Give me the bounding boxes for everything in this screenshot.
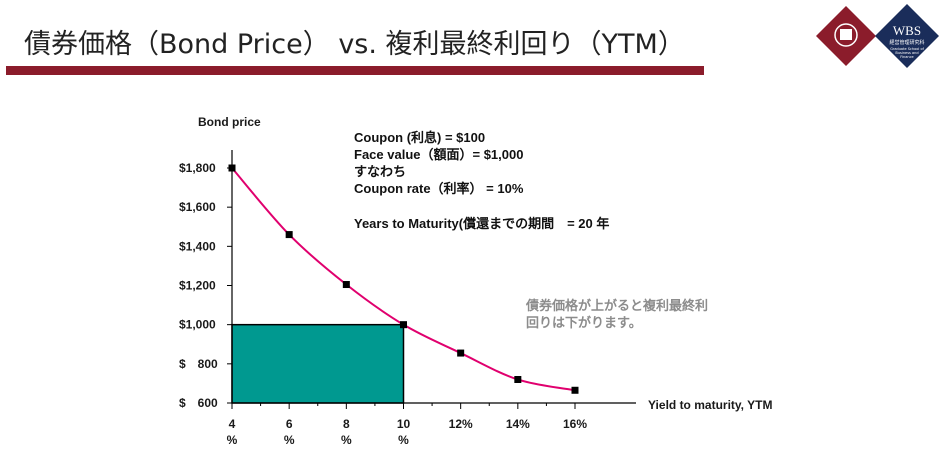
wbs-logo-subtext-4: Finance bbox=[900, 55, 913, 59]
info-years-to-maturity: Years to Maturity(償還までの期間 = 20 年 bbox=[354, 216, 610, 231]
wbs-logo-text: WBS bbox=[893, 23, 921, 38]
y-tick-label-3: $1,200 bbox=[179, 279, 216, 293]
y-tick-label-0: $1,800 bbox=[179, 161, 216, 175]
note-line-2: 回りは下がります。 bbox=[526, 315, 642, 330]
x-tick-label-5: 14% bbox=[506, 417, 530, 431]
note-line-1: 債券価格が上がると複利最終利 bbox=[526, 298, 709, 313]
wbs-logo-subtext-2: Graduate School of bbox=[890, 47, 924, 51]
slide-title: 債券価格（Bond Price） vs. 複利最終利回り（YTM） bbox=[24, 29, 685, 60]
data-point-1 bbox=[285, 231, 293, 239]
info-namely: すなわち bbox=[354, 164, 407, 179]
x-tick-label-4: 12% bbox=[449, 417, 473, 431]
y-tick-label-6: $ 600 bbox=[179, 396, 218, 410]
logo-group: WBS 経営管理研究科 Graduate School of Business … bbox=[816, 4, 939, 68]
x-tick-label-3: 10 bbox=[397, 417, 411, 431]
x-tick-label-2: 8 bbox=[343, 417, 350, 431]
data-point-3 bbox=[400, 321, 407, 329]
wbs-logo-subtext-3: Business and bbox=[895, 51, 918, 55]
x-axis-title: Yield to maturity, YTM bbox=[648, 398, 772, 412]
x-tick-label-6: 16% bbox=[563, 417, 587, 431]
data-point-0 bbox=[228, 164, 236, 172]
explanation-note: 債券価格が上がると複利最終利 回りは下がります。 bbox=[526, 297, 708, 331]
y-tick-label-4: $1,000 bbox=[179, 318, 216, 332]
data-point-4 bbox=[457, 349, 465, 357]
y-axis-title: Bond price bbox=[198, 115, 261, 129]
data-point-2 bbox=[342, 281, 350, 289]
wbs-logo-icon bbox=[875, 4, 939, 68]
x-tick-label-unit-1: % bbox=[284, 433, 295, 447]
wbs-logo-subtext-1: 経営管理研究科 bbox=[889, 39, 924, 46]
par-value-area bbox=[231, 323, 405, 404]
x-tick-label-unit-3: % bbox=[398, 433, 409, 447]
title-underline bbox=[6, 66, 704, 75]
data-point-5 bbox=[514, 376, 522, 383]
emblem-ring-icon bbox=[834, 23, 858, 47]
data-point-6 bbox=[571, 386, 579, 394]
info-coupon: Coupon (利息) = $100 bbox=[354, 130, 486, 145]
x-tick-label-unit-2: % bbox=[341, 433, 352, 447]
x-tick-label-unit-0: % bbox=[227, 433, 238, 447]
x-tick-label-1: 6 bbox=[286, 417, 293, 431]
info-face-value: Face value（額面）= $1,000 bbox=[354, 147, 524, 162]
y-tick-label-1: $1,600 bbox=[179, 200, 216, 214]
x-tick-label-0: 4 bbox=[229, 417, 236, 431]
y-tick-label-2: $1,400 bbox=[179, 239, 216, 253]
y-tick-label-5: $ 800 bbox=[179, 357, 218, 371]
emblem-crest-icon bbox=[840, 29, 852, 40]
info-coupon-rate: Coupon rate（利率） = 10% bbox=[354, 181, 524, 196]
bond-info-box: Coupon (利息) = $100 Face value（額面）= $1,00… bbox=[354, 129, 609, 232]
